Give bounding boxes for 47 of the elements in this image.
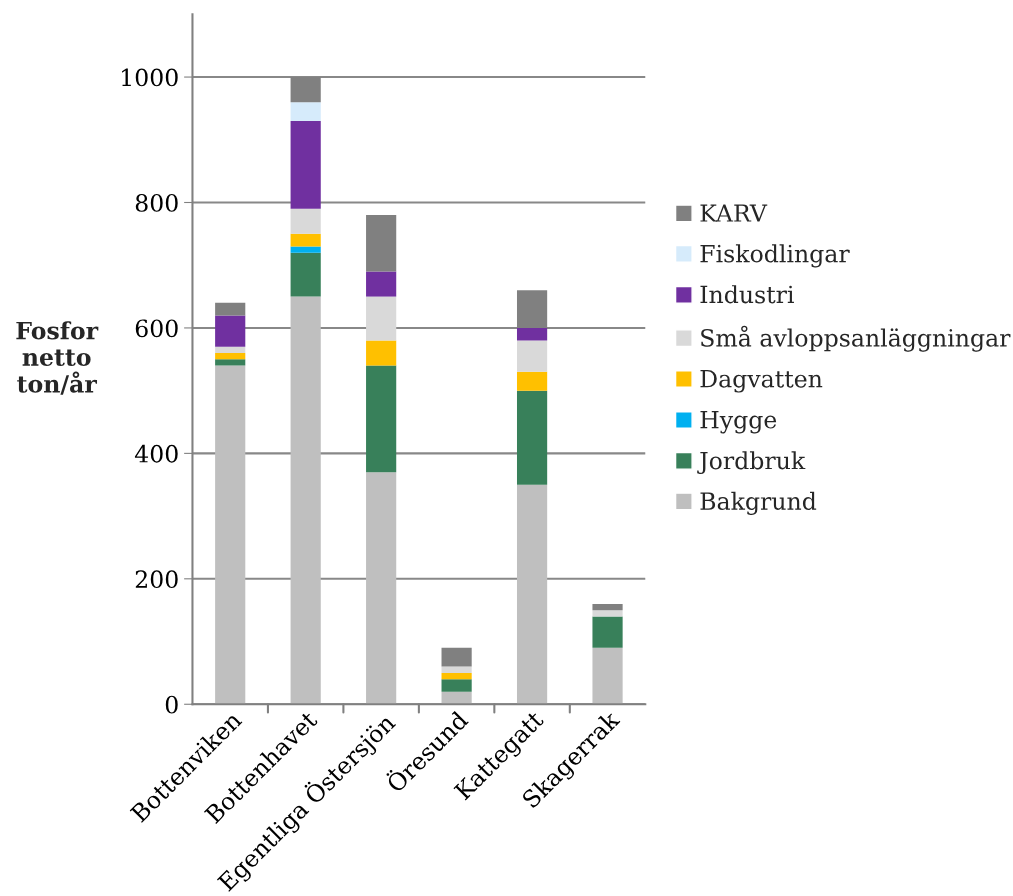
legend-label: Bakgrund [700,491,817,515]
bar [290,252,321,297]
y-tick-label: 200 [135,570,178,589]
y-axis-title: Fosfor netto ton/år [16,321,99,395]
legend-label: Dagvatten [700,370,823,393]
bar [516,390,548,485]
bar [290,233,321,247]
bar [516,327,548,341]
bar [516,340,548,372]
bar [592,647,623,705]
legend-label: Små avloppsanläggningar [701,325,1011,352]
bar [366,215,397,272]
bar [290,102,321,121]
bar [366,472,397,705]
y-tick-label: 800 [135,193,178,212]
bar [290,208,321,234]
y-tick-label: 1000 [122,68,178,87]
bar [215,346,246,354]
bar [290,246,321,253]
bar [441,647,472,667]
bar [215,359,246,366]
bar [441,672,472,680]
bar [366,271,397,297]
legend-label: Fiskodlingar [700,244,850,268]
bar [215,353,246,360]
bar [215,302,246,316]
legend-label: Industri [700,285,794,304]
legend-label: Hygge [700,411,777,434]
bar [290,296,321,705]
bar [290,120,321,209]
bar [592,610,623,617]
bar [441,666,472,673]
bar [516,484,548,705]
legend-label: Jordbruk [697,451,806,475]
bar [366,296,397,341]
y-tick-label: 600 [135,319,178,338]
bar [366,340,397,366]
bar [215,365,246,705]
bar [592,603,623,611]
y-tick-label: 400 [134,444,178,463]
bar [366,365,397,473]
bar [516,371,548,391]
bar [441,679,472,692]
bar [215,315,246,347]
legend-label: KARV [700,204,768,222]
bar [592,616,623,648]
y-tick-label: 0 [165,695,178,714]
